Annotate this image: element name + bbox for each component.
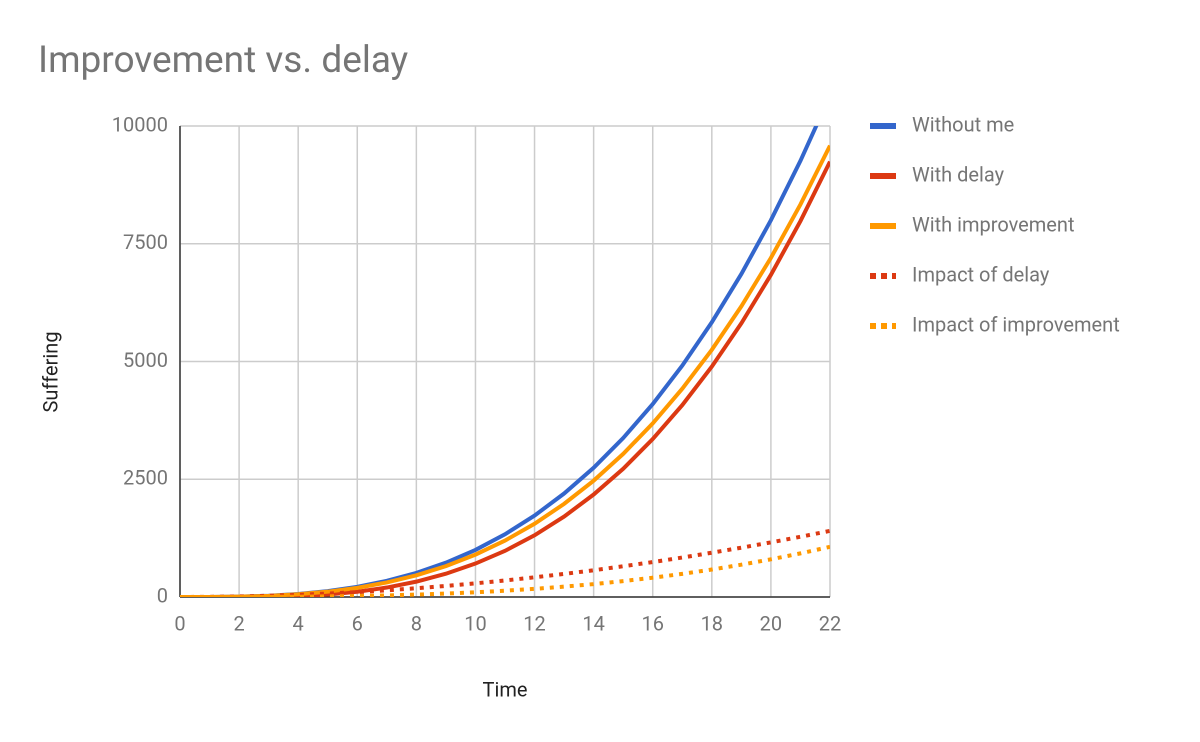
x-tick-label: 10 [464,611,486,635]
x-tick-label: 0 [174,611,185,635]
x-tick-label: 16 [641,611,663,635]
legend-label: Impact of improvement [912,312,1120,336]
legend-label: Without me [912,112,1014,136]
series-line [180,544,830,597]
y-tick-label: 0 [157,583,168,607]
y-tick-label: 5000 [123,348,168,372]
y-tick-label: 10000 [112,112,168,136]
x-axis-label: Time [483,677,528,701]
x-tick-label: 12 [523,611,545,635]
x-tick-label: 6 [352,611,363,635]
x-tick-label: 20 [760,611,782,635]
x-tick-label: 22 [819,611,841,635]
legend-label: With delay [912,162,1005,186]
chart-title: Improvement vs. delay [38,39,409,82]
x-tick-label: 14 [582,611,604,635]
series-line [180,144,830,597]
series-line [180,126,819,597]
legend-label: With improvement [912,212,1075,236]
y-axis-label: Suffering [38,331,62,412]
series-line [180,160,830,597]
y-tick-label: 2500 [123,466,168,490]
plot-area [180,126,830,597]
x-tick-label: 2 [233,611,244,635]
x-tick-label: 18 [701,611,723,635]
legend-label: Impact of delay [912,262,1050,286]
x-tick-label: 8 [411,611,422,635]
x-tick-label: 4 [293,611,304,635]
y-tick-label: 7500 [123,230,168,254]
